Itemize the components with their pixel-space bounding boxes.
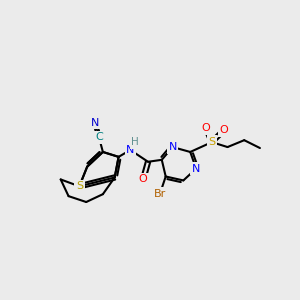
Text: C: C <box>95 132 103 142</box>
Text: N: N <box>192 164 200 174</box>
Text: S: S <box>76 181 83 191</box>
Text: H: H <box>131 137 139 147</box>
Text: N: N <box>91 118 99 128</box>
Text: O: O <box>219 125 228 135</box>
Text: N: N <box>126 145 135 155</box>
Text: O: O <box>139 174 148 184</box>
Text: Br: Br <box>154 189 166 199</box>
Text: S: S <box>208 137 215 147</box>
Text: O: O <box>202 123 210 134</box>
Text: N: N <box>168 142 177 152</box>
